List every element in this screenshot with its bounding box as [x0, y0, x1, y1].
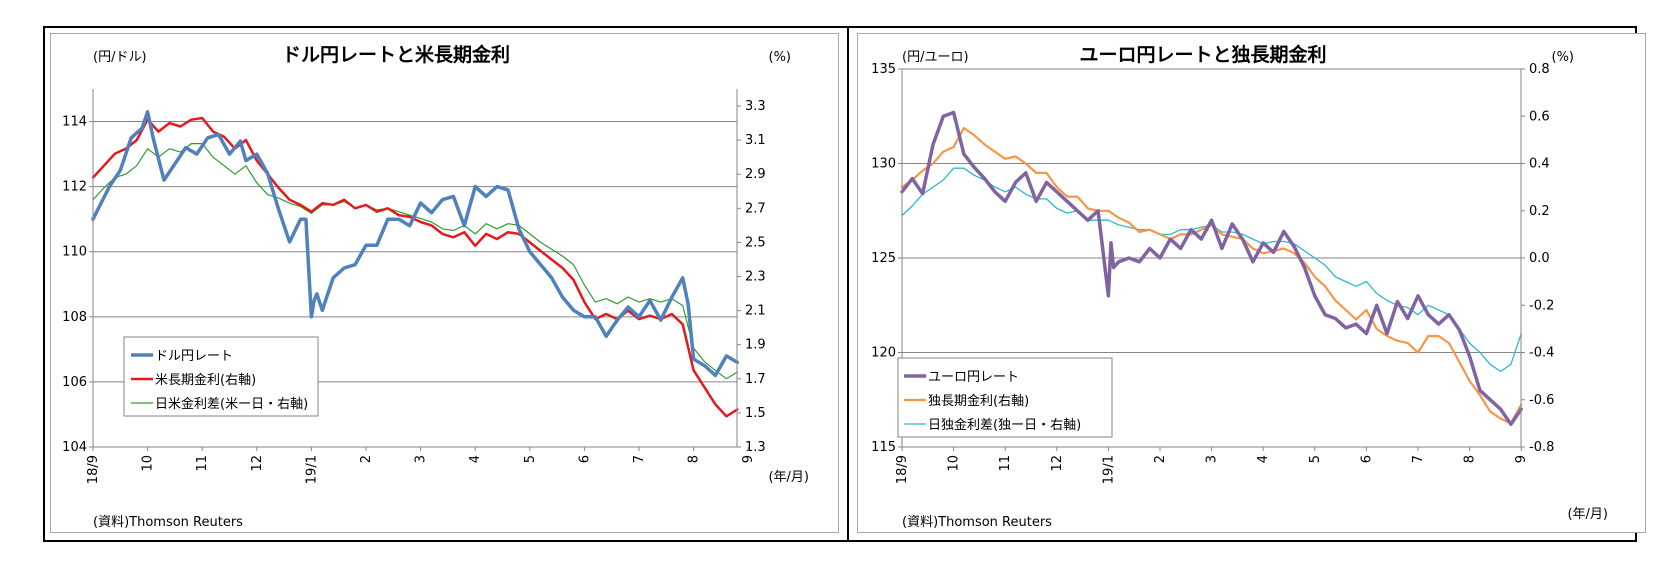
y-right-tick-label: -0.8 — [1529, 440, 1554, 455]
legend-label-us-jp-spread: 日米金利差(米ー日・右軸) — [155, 396, 308, 412]
chart-usdjpy-svg: 1041061081101121141.31.51.71.92.12.32.52… — [62, 43, 809, 530]
tick-layer: 1041061081101121141.31.51.71.92.12.32.52… — [62, 99, 766, 484]
x-tick-label: 10 — [947, 455, 962, 472]
legend: ドル円レート 米長期金利(右軸) 日米金利差(米ー日・右軸) — [123, 336, 319, 417]
x-tick-label: 4 — [468, 455, 483, 463]
y-left-tick-label: 120 — [871, 346, 896, 361]
chart-title: ユーロ円レートと独長期金利 — [1079, 43, 1326, 66]
x-tick-label: 2 — [359, 455, 374, 463]
x-tick-label: 10 — [141, 455, 156, 472]
series-layer — [91, 110, 740, 418]
x-axis-unit: (年/月) — [768, 470, 809, 485]
x-tick-label: 8 — [687, 455, 702, 463]
y-right-tick-label: 1.9 — [745, 338, 766, 353]
y-right-tick-label: 1.5 — [745, 406, 766, 421]
x-tick-label: 5 — [1308, 455, 1323, 463]
legend-label-us-yield: 米長期金利(右軸) — [155, 372, 256, 388]
y-right-tick-label: 0.2 — [1529, 204, 1550, 219]
y-right-unit: (%) — [1552, 50, 1575, 65]
source-note: (資料)Thomson Reuters — [93, 515, 243, 530]
legend-label-de-jp-spread: 日独金利差(独ー日・右軸) — [928, 417, 1081, 433]
x-tick-label: 19/1 — [304, 455, 319, 484]
source-note: (資料)Thomson Reuters — [902, 515, 1052, 530]
legend-label-eurjpy: ユーロ円レート — [928, 370, 1019, 385]
series-line — [900, 110, 1523, 427]
y-left-tick-label: 130 — [871, 157, 896, 172]
y-left-tick-label: 112 — [62, 180, 87, 195]
legend-label-de-yield: 独長期金利(右軸) — [928, 393, 1029, 409]
chart-panel-eurjpy: 115 120 125 130 135 -0.8 -0.6 -0.4 -0.2 0.0 0.2 0.4… — [857, 33, 1646, 533]
x-tick-label: 5 — [523, 455, 538, 463]
tick-layer: 115120125130135-0.8-0.6-0.4-0.20.00.20.4… — [871, 62, 1554, 484]
y-right-tick-label: 3.1 — [745, 133, 766, 148]
y-right-tick-label: -0.2 — [1529, 298, 1554, 313]
x-axis-unit: (年/月) — [1567, 507, 1608, 522]
y-left-tick-label: 106 — [62, 375, 87, 390]
y-right-tick-label: 2.1 — [745, 304, 766, 319]
y-right-tick-label: 3.3 — [745, 99, 766, 114]
chart-panel-usdjpy: 104 106 108 110 112 114 1.3 1.5 1.7 1.9 2.1 2.3 2.5 2… — [50, 33, 839, 533]
x-tick-label: 6 — [1359, 455, 1374, 463]
y-right-tick-label: -0.4 — [1529, 346, 1554, 361]
y-left-unit: (円/ユーロ) — [902, 50, 969, 65]
y-left-tick-label: 115 — [871, 440, 896, 455]
legend-box — [897, 357, 1113, 438]
y-right-tick-label: 0.6 — [1529, 109, 1550, 124]
y-right-tick-label: 2.7 — [745, 201, 766, 216]
y-left-tick-label: 104 — [62, 440, 87, 455]
y-right-unit: (%) — [769, 50, 792, 65]
legend-label-usdjpy: ドル円レート — [155, 349, 233, 364]
x-tick-label: 3 — [414, 455, 429, 463]
x-tick-label: 12 — [250, 455, 265, 472]
series-line — [91, 116, 739, 418]
y-right-tick-label: 1.3 — [745, 440, 766, 455]
y-right-tick-label: 2.9 — [745, 167, 766, 182]
legend: ユーロ円レート 独長期金利(右軸) 日独金利差(独ー日・右軸) — [897, 357, 1113, 438]
x-tick-label: 19/1 — [1101, 455, 1116, 484]
x-tick-label: 11 — [998, 455, 1013, 472]
series-line — [901, 167, 1522, 373]
y-right-tick-label: 0.8 — [1529, 62, 1550, 77]
y-left-unit: (円/ドル) — [93, 50, 147, 65]
y-left-tick-label: 108 — [62, 310, 87, 325]
x-tick-label: 4 — [1256, 455, 1271, 463]
y-right-tick-label: -0.6 — [1529, 393, 1554, 408]
y-right-tick-label: 1.7 — [745, 372, 766, 387]
chart-eurjpy-svg: 115120125130135-0.8-0.6-0.4-0.20.00.20.4… — [871, 43, 1608, 530]
y-left-tick-label: 110 — [62, 245, 87, 260]
x-tick-label: 11 — [195, 455, 210, 472]
y-left-tick-label: 125 — [871, 251, 896, 266]
y-right-tick-label: 2.3 — [745, 270, 766, 285]
y-left-tick-label: 135 — [871, 62, 896, 77]
x-tick-label: 9 — [741, 455, 756, 463]
x-tick-label: 18/9 — [895, 455, 910, 484]
y-right-tick-label: 0.0 — [1529, 251, 1550, 266]
x-tick-label: 18/9 — [86, 455, 101, 484]
y-right-tick-label: 0.4 — [1529, 157, 1550, 172]
x-tick-label: 7 — [632, 455, 647, 463]
series-line — [91, 110, 740, 378]
y-right-tick-label: 2.5 — [745, 235, 766, 250]
series-layer — [900, 110, 1523, 427]
x-tick-label: 2 — [1153, 455, 1168, 463]
chart-title: ドル円レートと米長期金利 — [282, 43, 510, 66]
x-tick-label: 9 — [1514, 455, 1529, 463]
legend-box — [123, 336, 319, 417]
x-tick-label: 8 — [1463, 455, 1478, 463]
x-tick-label: 12 — [1050, 455, 1065, 472]
x-tick-label: 7 — [1411, 455, 1426, 463]
panel-divider — [847, 26, 849, 542]
x-tick-label: 6 — [577, 455, 592, 463]
y-left-tick-label: 114 — [62, 115, 87, 130]
x-tick-label: 3 — [1205, 455, 1220, 463]
